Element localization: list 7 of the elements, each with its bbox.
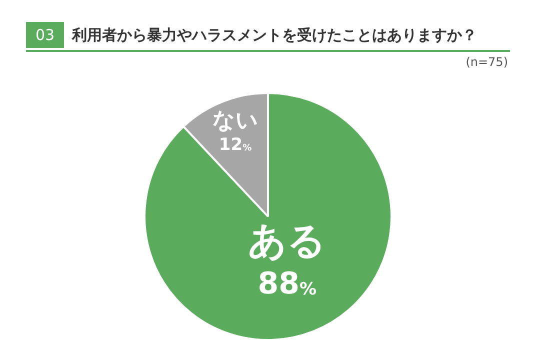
slice-label: ある	[248, 218, 326, 263]
slice-label: ない	[212, 108, 258, 134]
data-label: 88%	[258, 266, 316, 302]
chart-title: 利用者から暴力やハラスメントを受けたことはありますか？	[72, 25, 477, 46]
text: (n=75)	[466, 55, 508, 69]
data-label: 12%	[218, 135, 252, 156]
text: 03	[26, 22, 64, 48]
